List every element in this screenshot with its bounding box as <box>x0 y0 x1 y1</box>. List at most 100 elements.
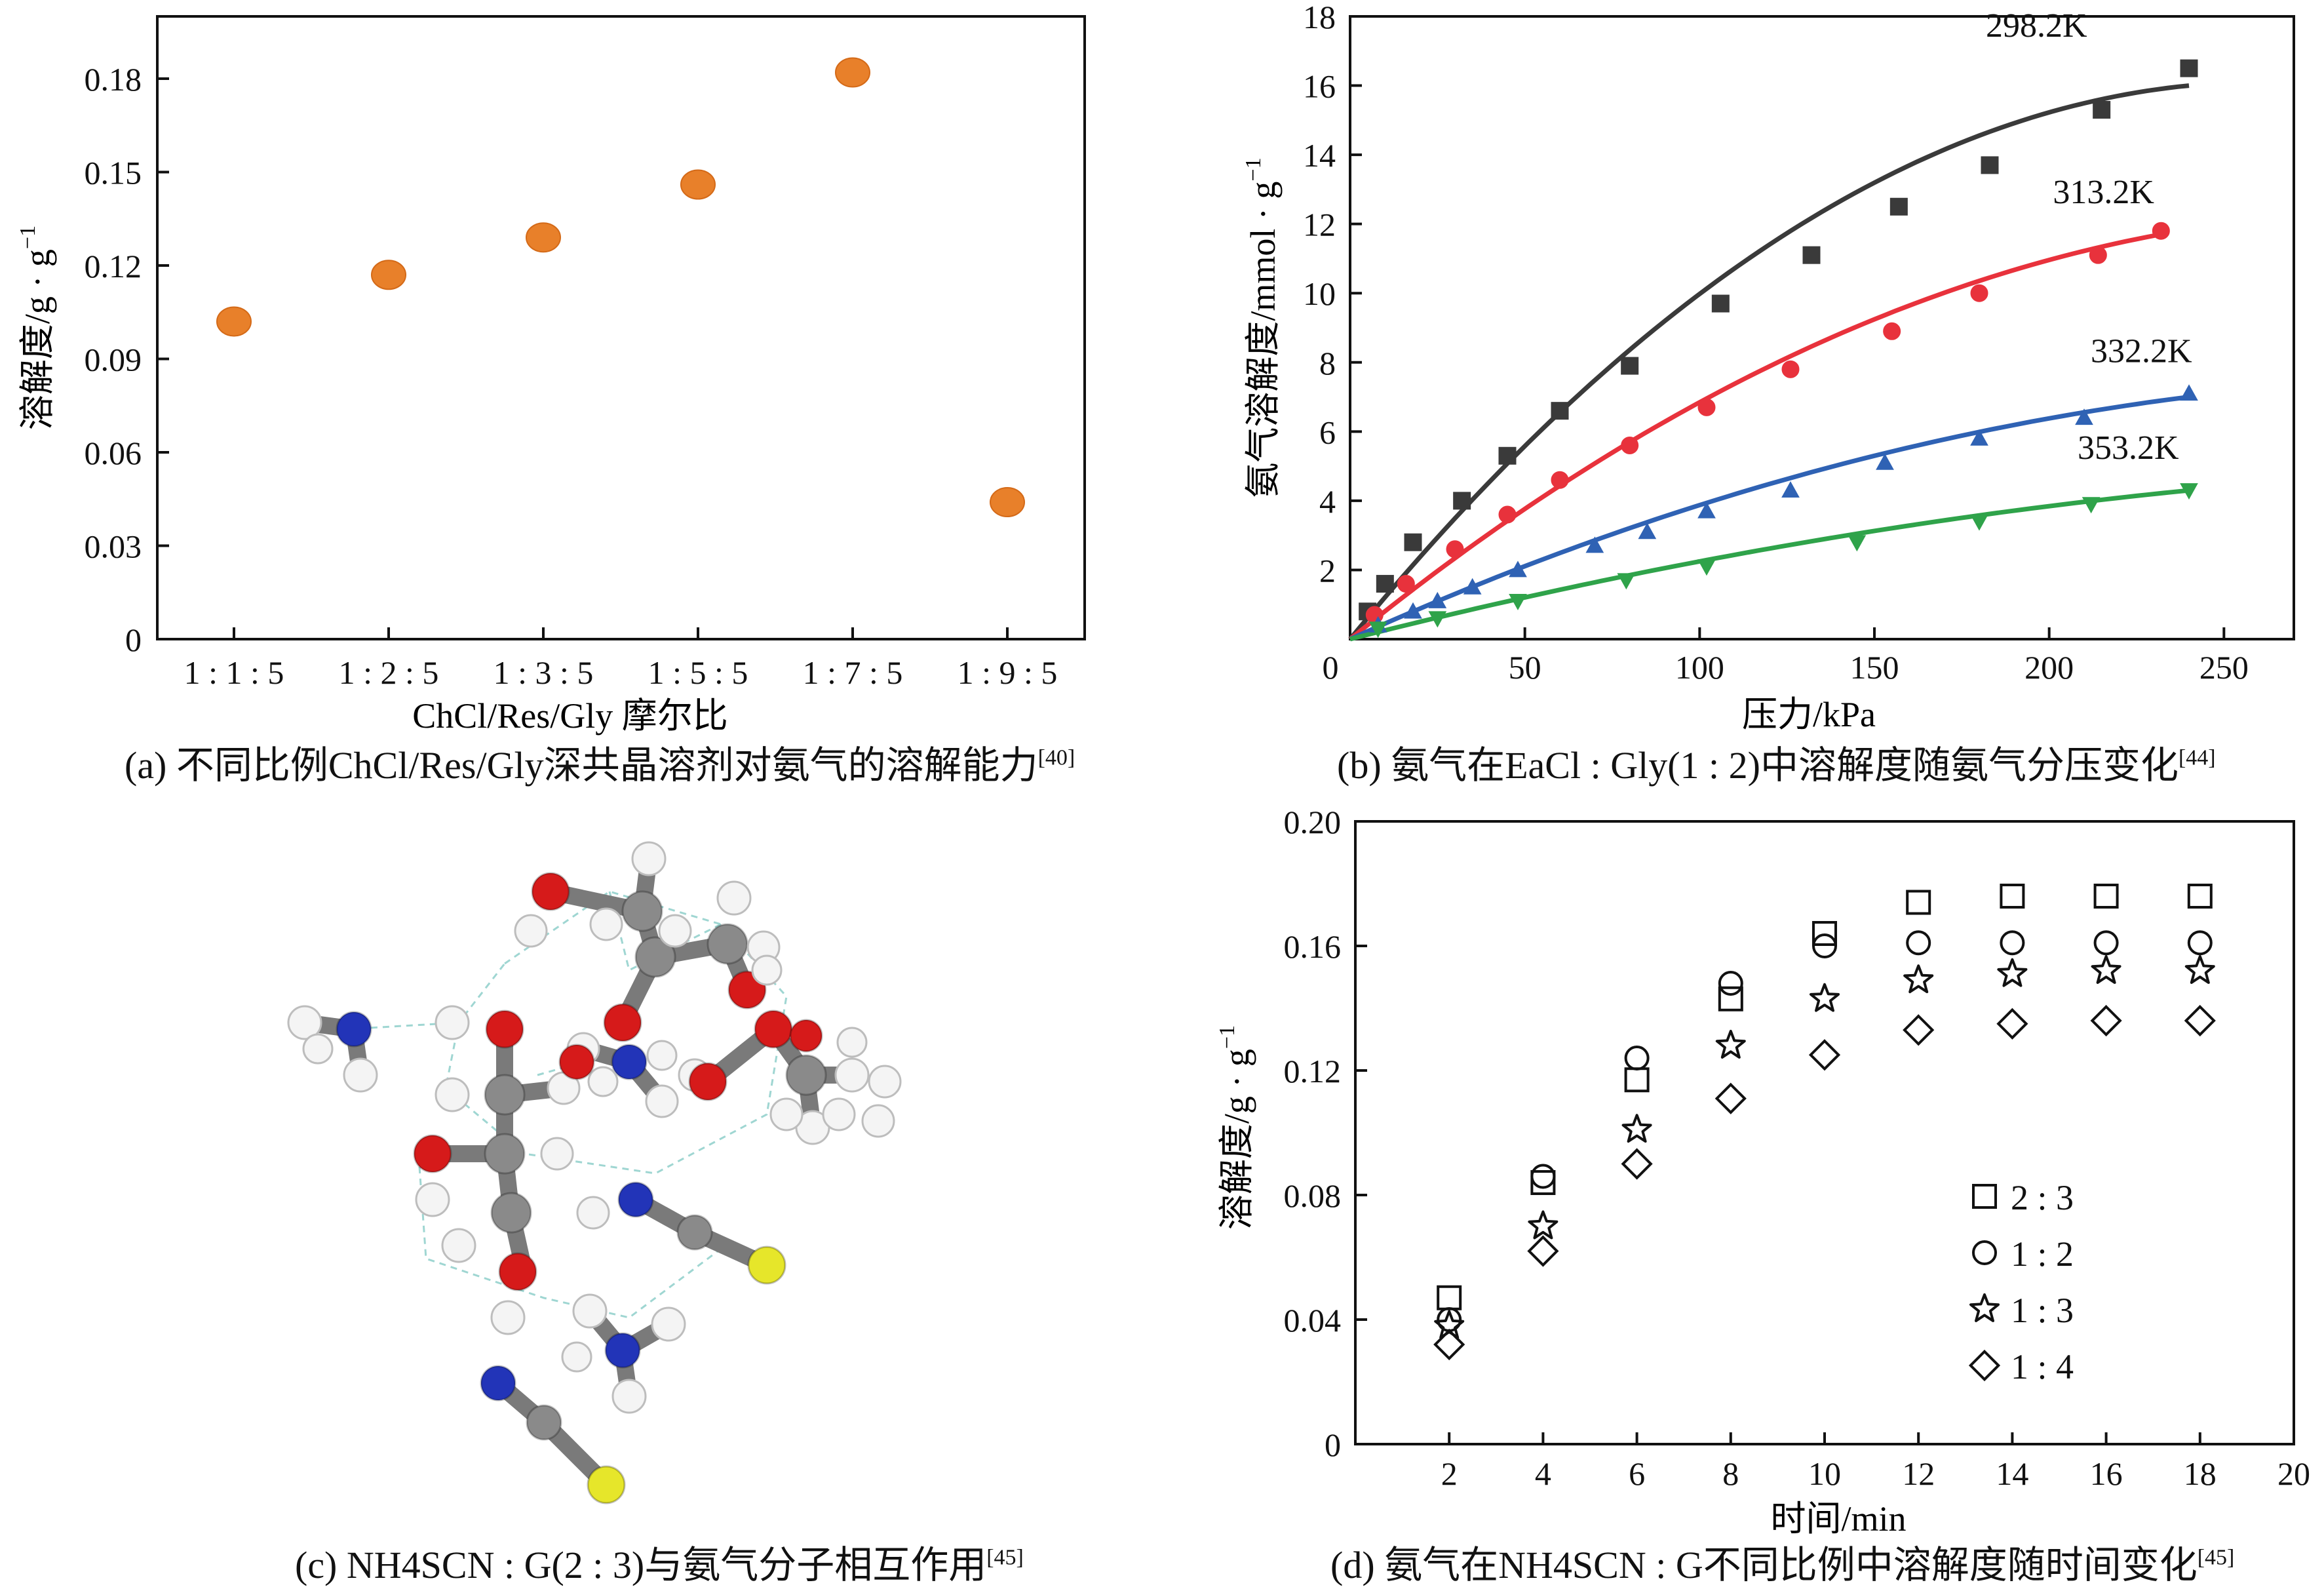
x-tick-label-b: 150 <box>1850 649 1899 686</box>
atom-H <box>651 1306 686 1342</box>
data-point-298.2K <box>2180 59 2198 77</box>
data-point-star <box>1810 983 1840 1012</box>
plot-frame-a <box>156 15 1086 640</box>
data-point-circle <box>2000 930 2025 956</box>
data-point-star <box>1528 1210 1559 1240</box>
atom-O <box>531 872 570 911</box>
data-point-313.2K <box>2152 222 2170 240</box>
caption-d: (d) 氨气在NH4SCN : G不同比例中溶解度随时间变化[45] <box>1330 1544 2235 1586</box>
data-point-332.2K <box>1970 429 1988 446</box>
data-point-a <box>990 487 1025 517</box>
data-point-diamond <box>1903 1014 1935 1046</box>
atom-C <box>634 936 676 978</box>
atom-H <box>868 1065 902 1099</box>
caption-c: (c) NH4SCN : G(2 : 3)与氨气分子相互作用[45] <box>295 1544 1024 1586</box>
x-axis-title-b: 压力/kPa <box>1742 695 1876 734</box>
panel-d: 0 0.04 0.08 0.12 0.16 0.20 2 4 6 8 10 12 14 16 18 20 2… <box>1215 804 2310 1539</box>
data-point-298.2K <box>1889 197 1908 216</box>
y-tick-label-b: 10 <box>1303 275 1336 312</box>
y-axis-d: 0 0.04 0.08 0.12 0.16 0.20 <box>1284 804 1367 1463</box>
data-point-diamond <box>2184 1004 2216 1037</box>
atom-H <box>441 1228 476 1263</box>
data-point-circle <box>1718 971 1743 996</box>
data-point-313.2K <box>1397 575 1415 593</box>
data-point-298.2K <box>1711 294 1730 313</box>
data-point-star <box>1997 958 2028 987</box>
data-point-square <box>1812 921 1837 946</box>
atom-O <box>558 1044 595 1080</box>
data-point-332.2K <box>1697 501 1716 519</box>
data-point-332.2K <box>1585 536 1604 553</box>
atom-H <box>631 841 667 876</box>
y-tick-label-b: 2 <box>1319 552 1336 589</box>
atom-O <box>789 1019 823 1053</box>
atom-H <box>611 1379 647 1414</box>
y-tick-label-d: 0.20 <box>1284 804 1342 840</box>
data-point-star <box>1903 964 1934 994</box>
data-point-353.2K <box>2180 483 2198 500</box>
y-axis-title-d: 溶解度/g · g−1 <box>1215 1025 1256 1230</box>
data-point-353.2K <box>1509 594 1527 610</box>
data-point-353.2K <box>1970 514 1988 531</box>
y-axis-title-a: 溶解度/g · g−1 <box>16 226 57 430</box>
atom-H <box>646 1040 678 1071</box>
atom-O <box>603 1003 642 1042</box>
atom-spheres <box>287 841 902 1504</box>
x-tick-label-d: 14 <box>1996 1455 2028 1492</box>
atom-C <box>484 1074 526 1116</box>
data-point-star <box>1715 1029 1746 1059</box>
legend-marker-circle <box>1972 1240 1997 1265</box>
atom-C <box>490 1192 532 1234</box>
data-points-a <box>216 57 1025 517</box>
atom-H <box>645 1084 679 1118</box>
x-axis-a: 1 : 1 : 5 1 : 2 : 5 1 : 3 : 5 1 : 5 : 5 1 : … <box>184 627 1057 691</box>
data-point-313.2K <box>1697 398 1716 416</box>
x-tick-label-b: 200 <box>2024 649 2074 686</box>
data-point-313.2K <box>1781 360 1800 378</box>
atom-C <box>785 1054 827 1096</box>
y-tick-label-d: 0.12 <box>1284 1053 1342 1089</box>
data-point-353.2K <box>1617 573 1636 590</box>
data-point-circle <box>1530 1164 1556 1189</box>
x-tick-label-d: 10 <box>1808 1455 1841 1492</box>
series-labels-b: 298.2K 313.2K 332.2K 353.2K <box>1986 7 2192 467</box>
y-axis-title-b: 氨气溶解度/mmol · g−1 <box>1241 157 1283 498</box>
fit-curve-353.2K <box>1349 488 2190 642</box>
y-tick-label-b: 6 <box>1319 414 1336 450</box>
atom-S <box>747 1246 786 1285</box>
data-point-square <box>2187 884 2213 909</box>
atom-N <box>611 1044 648 1080</box>
data-point-square <box>1530 1170 1556 1195</box>
atom-H <box>861 1104 895 1138</box>
atom-H <box>572 1293 608 1329</box>
data-point-square <box>1718 986 1743 1011</box>
atom-H <box>587 1066 619 1097</box>
atom-O <box>688 1062 727 1101</box>
y-tick-label-a: 0.15 <box>85 155 142 191</box>
data-point-313.2K <box>1970 284 1988 302</box>
y-tick-label-a: 0.18 <box>85 61 142 98</box>
atom-H <box>302 1033 334 1065</box>
x-tick-label-a: 1 : 2 : 5 <box>339 654 439 691</box>
x-tick-label-d: 12 <box>1902 1455 1935 1492</box>
origin-label-b: 0 <box>1323 649 1339 686</box>
atom-H <box>658 914 692 948</box>
legend-marker-diamond <box>1968 1349 2001 1382</box>
data-point-353.2K <box>2082 497 2101 514</box>
legend-d: 2 : 3 1 : 2 1 : 3 1 : 4 <box>1968 1178 2074 1386</box>
atom-C <box>484 1133 526 1175</box>
y-tick-label-b: 14 <box>1303 137 1336 174</box>
atom-H <box>435 1005 470 1040</box>
data-point-298.2K <box>1802 246 1821 264</box>
caption-b: (b) 氨气在EaCl : Gly(1 : 2)中溶解度随氨气分压变化[44] <box>1337 744 2216 787</box>
x-tick-label-d: 2 <box>1441 1455 1458 1492</box>
atom-N <box>336 1011 372 1048</box>
y-tick-label-b: 12 <box>1303 206 1336 243</box>
data-point-298.2K <box>1404 533 1422 551</box>
data-point-298.2K <box>1498 446 1517 465</box>
data-point-313.2K <box>2089 246 2107 264</box>
panel-a: 0 0.03 0.06 0.09 0.12 0.15 0.18 1 : 1 : 5 1 : 2… <box>16 15 1086 736</box>
atom-N <box>617 1181 654 1218</box>
x-tick-label-a: 1 : 5 : 5 <box>648 654 748 691</box>
x-tick-label-d: 8 <box>1722 1455 1739 1492</box>
